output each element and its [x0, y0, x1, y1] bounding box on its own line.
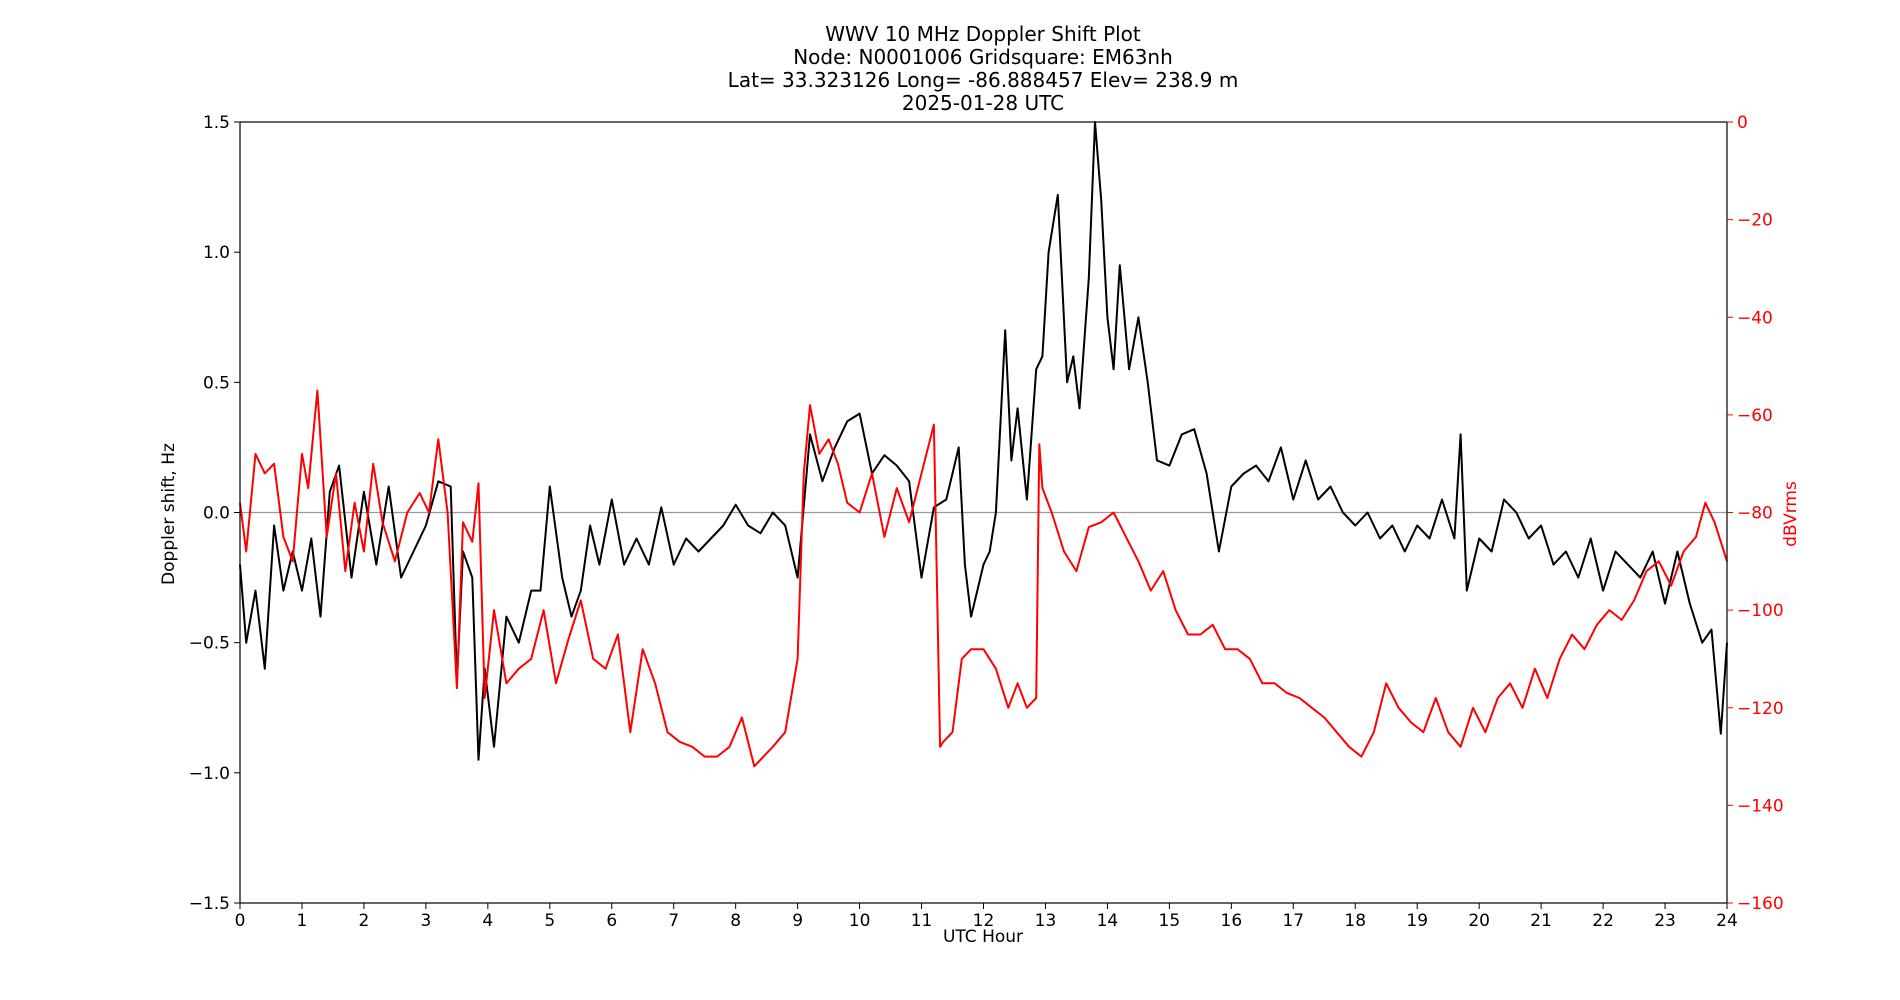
y-left-tick-label: −1.0: [189, 764, 230, 784]
x-tick-label: 9: [792, 911, 803, 931]
x-tick-label: 4: [482, 911, 493, 931]
doppler-series-line: [239, 121, 1728, 761]
y-left-tick-label: −0.5: [189, 634, 230, 654]
y-right-tick-label: −40: [1737, 308, 1773, 328]
x-tick-label: 14: [1097, 911, 1119, 931]
y-axis-label-left: Doppler shift, Hz: [159, 443, 179, 585]
x-tick-label: 3: [420, 911, 431, 931]
x-tick-label: 8: [730, 911, 741, 931]
x-tick-label: 16: [1221, 911, 1243, 931]
y-right-tick-label: −120: [1737, 699, 1784, 719]
x-tick-label: 24: [1716, 911, 1738, 931]
y-left-tick-label: 1.0: [203, 243, 230, 263]
title-line-4: 2025-01-28 UTC: [902, 91, 1064, 115]
y-left-tick-label: 0.5: [203, 373, 230, 393]
x-tick-label: 17: [1282, 911, 1304, 931]
x-tick-label: 20: [1468, 911, 1490, 931]
x-tick-label: 10: [849, 911, 871, 931]
x-tick-label: 2: [359, 911, 370, 931]
y-axis-label-right: dBVrms: [1781, 481, 1801, 547]
x-tick-label: 18: [1344, 911, 1366, 931]
x-tick-label: 0: [235, 911, 246, 931]
x-tick-label: 12: [973, 911, 995, 931]
x-tick-label: 19: [1406, 911, 1428, 931]
x-tick-label: 22: [1592, 911, 1614, 931]
x-tick-label: 21: [1530, 911, 1552, 931]
x-axis-label: UTC Hour: [943, 927, 1023, 947]
y-right-tick-label: −60: [1737, 406, 1773, 426]
y-right-tick-label: −140: [1737, 796, 1784, 816]
x-tick-label: 11: [911, 911, 933, 931]
title-line-2: Node: N0001006 Gridsquare: EM63nh: [793, 45, 1173, 69]
y-left-tick-label: 1.5: [203, 113, 230, 133]
y-right-tick-label: −160: [1737, 894, 1784, 914]
y-right-tick-label: 0: [1737, 113, 1748, 133]
y-right-tick-label: −20: [1737, 211, 1773, 231]
y-left-tick-label: −1.5: [189, 894, 230, 914]
plot-area: 0 1 2 3 4 5 6 7 8 9 10 11 12 13 14 15 16 17 18 19 20 21 22 23 24…: [189, 113, 1784, 931]
chart-title: WWV 10 MHz Doppler Shift Plot Node: N000…: [728, 22, 1239, 115]
y-right-tick-label: −80: [1737, 504, 1773, 524]
y-left-tick-label: 0.0: [203, 504, 230, 524]
x-tick-label: 5: [544, 911, 555, 931]
power-series-line: [239, 389, 1728, 768]
x-tick-label: 7: [668, 911, 679, 931]
title-line-1: WWV 10 MHz Doppler Shift Plot: [825, 22, 1141, 46]
title-line-3: Lat= 33.323126 Long= -86.888457 Elev= 23…: [728, 68, 1239, 92]
y-right-tick-label: −100: [1737, 601, 1784, 621]
x-tick-label: 13: [1035, 911, 1057, 931]
x-tick-label: 6: [606, 911, 617, 931]
x-tick-label: 1: [297, 911, 308, 931]
x-tick-label: 23: [1654, 911, 1676, 931]
x-tick-label: 15: [1159, 911, 1181, 931]
